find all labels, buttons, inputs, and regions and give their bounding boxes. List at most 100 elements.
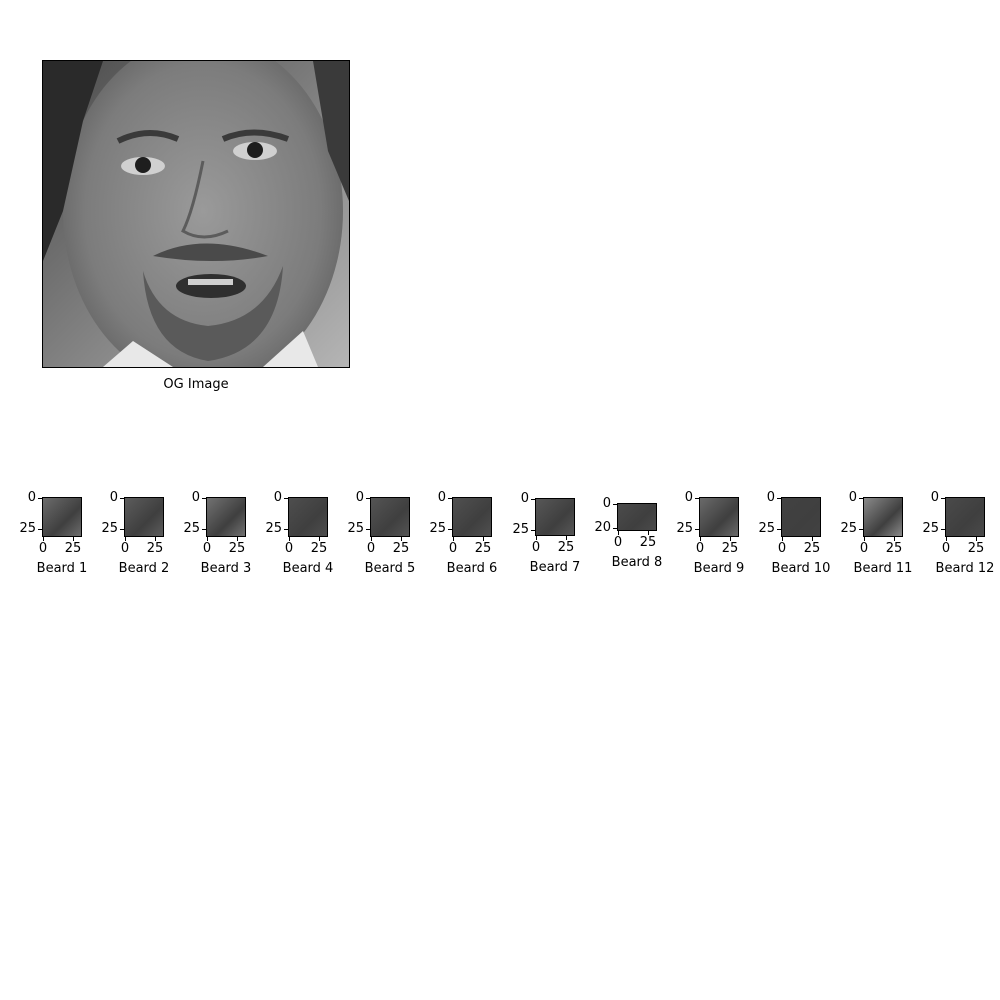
x-tick: [648, 531, 649, 535]
beard-image: [288, 497, 328, 537]
y-tick: [38, 498, 42, 499]
x-tick: [730, 537, 731, 541]
y-tick: [695, 498, 699, 499]
y-tick: [202, 498, 206, 499]
x-tick-label: 0: [777, 541, 787, 556]
x-tick: [371, 537, 372, 541]
y-tick: [120, 498, 124, 499]
x-tick-label: 0: [366, 541, 376, 556]
x-tick-label: 25: [967, 541, 985, 556]
beard-panel-title: Beard 9: [693, 561, 745, 576]
x-tick: [207, 537, 208, 541]
x-tick-label: 25: [64, 541, 82, 556]
x-tick: [73, 537, 74, 541]
x-tick-label: 25: [885, 541, 903, 556]
x-tick-label: 0: [284, 541, 294, 556]
y-tick-label: 0: [684, 490, 693, 505]
y-tick-label: 0: [273, 490, 282, 505]
y-tick: [366, 529, 370, 530]
x-tick-label: 0: [448, 541, 458, 556]
x-tick-label: 25: [639, 535, 657, 550]
x-tick: [864, 537, 865, 541]
y-tick-label: 25: [19, 521, 36, 536]
beard-image: [535, 498, 575, 536]
y-tick-label: 0: [520, 491, 529, 506]
beard-panel-title: Beard 12: [935, 561, 995, 576]
y-tick-label: 25: [512, 522, 529, 537]
y-tick-label: 25: [676, 521, 693, 536]
y-tick: [859, 498, 863, 499]
y-tick-label: 25: [101, 521, 118, 536]
x-tick: [43, 537, 44, 541]
y-tick-label: 25: [265, 521, 282, 536]
beard-image: [42, 497, 82, 537]
beard-panel-title: Beard 7: [529, 560, 581, 575]
y-tick: [448, 498, 452, 499]
y-tick: [38, 529, 42, 530]
x-tick-label: 0: [859, 541, 869, 556]
y-tick: [120, 529, 124, 530]
x-tick: [536, 536, 537, 540]
y-tick-label: 0: [930, 490, 939, 505]
x-tick-label: 0: [531, 540, 541, 555]
y-tick-label: 25: [840, 521, 857, 536]
y-tick-label: 20: [594, 520, 611, 535]
beard-image: [781, 497, 821, 537]
y-tick: [284, 498, 288, 499]
y-tick: [284, 529, 288, 530]
beard-image: [945, 497, 985, 537]
x-tick-label: 0: [202, 541, 212, 556]
y-tick-label: 25: [758, 521, 775, 536]
beard-image: [452, 497, 492, 537]
y-tick-label: 0: [27, 490, 36, 505]
beard-panel-title: Beard 11: [853, 561, 913, 576]
beard-image: [863, 497, 903, 537]
y-tick-label: 25: [922, 521, 939, 536]
beard-image: [617, 503, 657, 531]
x-tick-label: 25: [228, 541, 246, 556]
x-tick-label: 25: [721, 541, 739, 556]
x-tick: [566, 536, 567, 540]
y-tick: [531, 499, 535, 500]
y-tick-label: 0: [109, 490, 118, 505]
x-tick-label: 25: [392, 541, 410, 556]
y-tick-label: 25: [429, 521, 446, 536]
x-tick-label: 0: [695, 541, 705, 556]
y-tick: [695, 529, 699, 530]
y-tick-label: 0: [766, 490, 775, 505]
x-tick: [401, 537, 402, 541]
beard-image: [370, 497, 410, 537]
beard-panel-title: Beard 2: [118, 561, 170, 576]
y-tick: [859, 529, 863, 530]
x-tick-label: 25: [557, 540, 575, 555]
x-tick: [812, 537, 813, 541]
x-tick-label: 0: [613, 535, 623, 550]
beard-panel-title: Beard 3: [200, 561, 252, 576]
og-image-title: OG Image: [163, 377, 229, 392]
x-tick: [618, 531, 619, 535]
y-tick: [613, 504, 617, 505]
y-tick-label: 0: [355, 490, 364, 505]
beard-panel-title: Beard 5: [364, 561, 416, 576]
x-tick: [894, 537, 895, 541]
x-tick: [946, 537, 947, 541]
x-tick-label: 0: [120, 541, 130, 556]
x-tick: [453, 537, 454, 541]
x-tick: [125, 537, 126, 541]
beard-panel-title: Beard 8: [611, 555, 663, 570]
face-photo: [43, 61, 349, 367]
y-tick-label: 0: [602, 496, 611, 511]
y-tick-label: 0: [848, 490, 857, 505]
y-tick: [941, 529, 945, 530]
x-tick: [319, 537, 320, 541]
x-tick: [483, 537, 484, 541]
x-tick: [155, 537, 156, 541]
y-tick: [777, 498, 781, 499]
y-tick: [941, 498, 945, 499]
beard-panel-title: Beard 1: [36, 561, 88, 576]
x-tick-label: 25: [146, 541, 164, 556]
x-tick-label: 0: [941, 541, 951, 556]
x-tick: [237, 537, 238, 541]
beard-image: [699, 497, 739, 537]
x-tick-label: 25: [310, 541, 328, 556]
